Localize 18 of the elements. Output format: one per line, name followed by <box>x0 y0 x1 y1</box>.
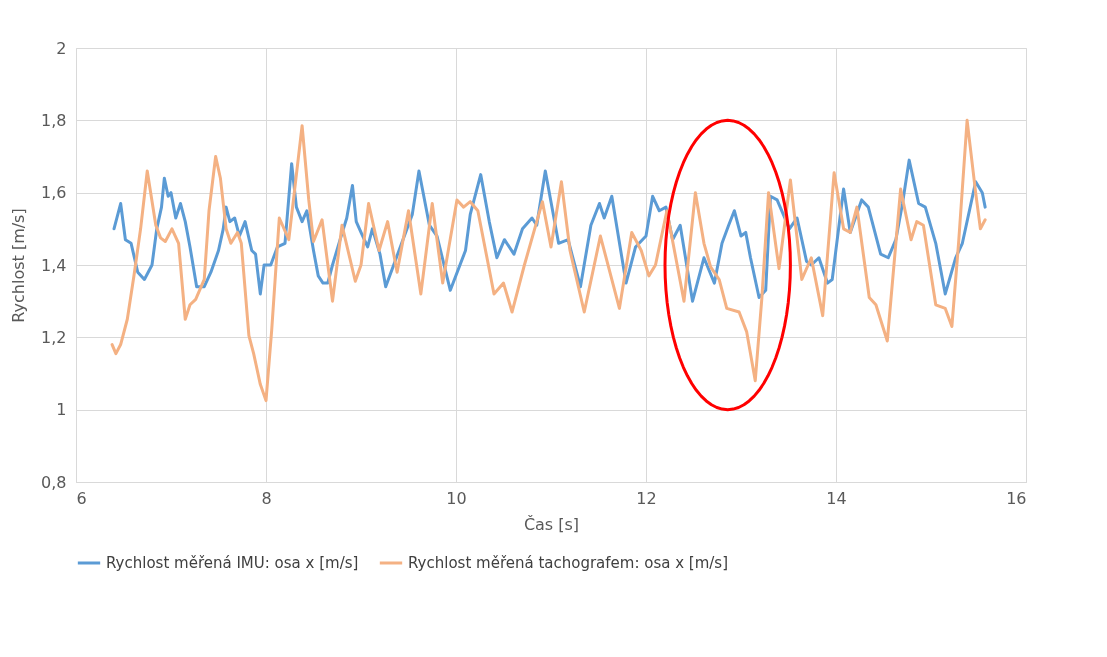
x-axis-title: Čas [s] <box>523 514 580 534</box>
x-tick-label: 12 <box>636 488 657 508</box>
y-tick-label: 0,8 <box>41 472 67 492</box>
x-tick-label: 14 <box>826 488 847 508</box>
x-tick-label: 10 <box>446 488 467 508</box>
y-axis-title: Rychlost [m/s] <box>9 208 29 323</box>
y-tick-label: 1 <box>56 400 67 420</box>
line-series <box>110 118 987 403</box>
x-tick-label: 8 <box>261 488 272 508</box>
y-tick-label: 1,8 <box>41 110 67 130</box>
x-tick-label: 6 <box>76 488 87 508</box>
legend-label: Rychlost měřená tachografem: osa x [m/s] <box>408 554 729 572</box>
y-tick-label: 2 <box>56 38 67 58</box>
y-tick-label: 1,4 <box>41 255 67 275</box>
x-tick-label: 16 <box>1006 488 1027 508</box>
y-tick-label: 1,2 <box>41 327 67 347</box>
y-tick-label: 1,6 <box>41 183 67 203</box>
legend-label: Rychlost měřená IMU: osa x [m/s] <box>106 554 359 572</box>
